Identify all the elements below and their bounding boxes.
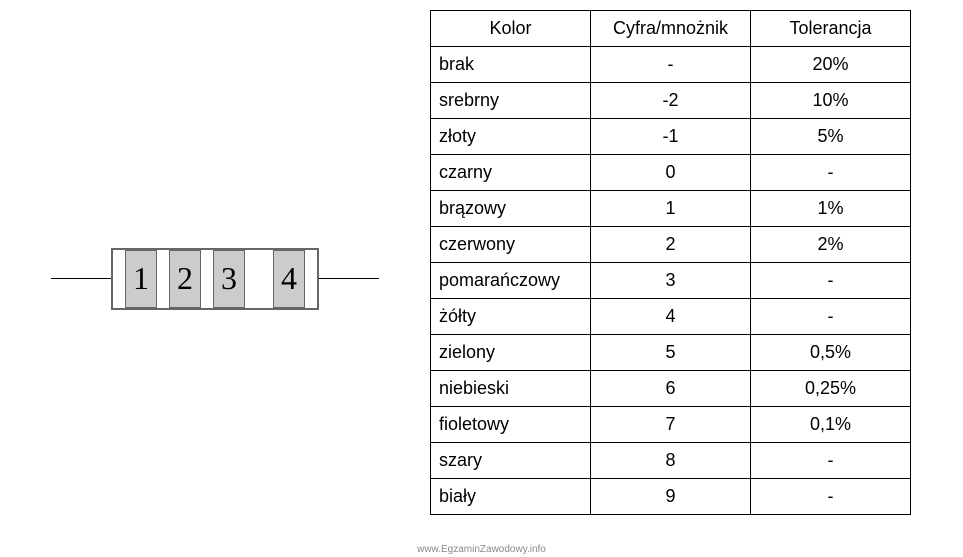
right-wire xyxy=(319,278,379,279)
table-row: brak - 20% xyxy=(431,47,911,83)
cell-tolerance: - xyxy=(751,479,911,515)
band-2: 2 xyxy=(169,250,201,308)
main-container: 1 2 3 4 Kolor Cyfra/mnożnik Tolerancja xyxy=(0,0,963,557)
cell-digit: 2 xyxy=(591,227,751,263)
cell-color: biały xyxy=(431,479,591,515)
cell-digit: 5 xyxy=(591,335,751,371)
cell-color: czarny xyxy=(431,155,591,191)
header-digit: Cyfra/mnożnik xyxy=(591,11,751,47)
color-code-table: Kolor Cyfra/mnożnik Tolerancja brak - 20… xyxy=(430,10,911,515)
table-row: czarny 0 - xyxy=(431,155,911,191)
cell-color: zielony xyxy=(431,335,591,371)
cell-digit: - xyxy=(591,47,751,83)
table-row: czerwony 2 2% xyxy=(431,227,911,263)
spacer xyxy=(157,250,169,308)
cell-digit: 6 xyxy=(591,371,751,407)
cell-digit: 1 xyxy=(591,191,751,227)
table-row: żółty 4 - xyxy=(431,299,911,335)
resistor-panel: 1 2 3 4 xyxy=(0,0,430,557)
cell-color: pomarańczowy xyxy=(431,263,591,299)
left-wire xyxy=(51,278,111,279)
cell-tolerance: - xyxy=(751,443,911,479)
table-row: złoty -1 5% xyxy=(431,119,911,155)
band-1: 1 xyxy=(125,250,157,308)
table-row: srebrny -2 10% xyxy=(431,83,911,119)
cell-tolerance: 2% xyxy=(751,227,911,263)
table-panel: Kolor Cyfra/mnożnik Tolerancja brak - 20… xyxy=(430,0,911,515)
cell-color: fioletowy xyxy=(431,407,591,443)
cell-digit: 3 xyxy=(591,263,751,299)
cell-digit: 8 xyxy=(591,443,751,479)
cell-color: żółty xyxy=(431,299,591,335)
cell-tolerance: - xyxy=(751,299,911,335)
cell-tolerance: 0,5% xyxy=(751,335,911,371)
resistor-wrapper: 1 2 3 4 xyxy=(51,248,379,310)
table-body: brak - 20% srebrny -2 10% złoty -1 5% cz… xyxy=(431,47,911,515)
band-3: 3 xyxy=(213,250,245,308)
cell-color: szary xyxy=(431,443,591,479)
cell-tolerance: - xyxy=(751,155,911,191)
cell-digit: 9 xyxy=(591,479,751,515)
table-row: niebieski 6 0,25% xyxy=(431,371,911,407)
table-row: szary 8 - xyxy=(431,443,911,479)
cell-color: srebrny xyxy=(431,83,591,119)
cell-tolerance: 0,1% xyxy=(751,407,911,443)
table-row: zielony 5 0,5% xyxy=(431,335,911,371)
cell-tolerance: 20% xyxy=(751,47,911,83)
cell-digit: -2 xyxy=(591,83,751,119)
cell-color: złoty xyxy=(431,119,591,155)
spacer xyxy=(201,250,213,308)
table-row: biały 9 - xyxy=(431,479,911,515)
header-color: Kolor xyxy=(431,11,591,47)
spacer-wide xyxy=(245,250,273,308)
header-tolerance: Tolerancja xyxy=(751,11,911,47)
cell-tolerance: - xyxy=(751,263,911,299)
cell-tolerance: 10% xyxy=(751,83,911,119)
cell-digit: 0 xyxy=(591,155,751,191)
footer-watermark: www.EgzaminZawodowy.info xyxy=(417,544,546,555)
cell-color: niebieski xyxy=(431,371,591,407)
resistor-body: 1 2 3 4 xyxy=(111,248,319,310)
table-row: brązowy 1 1% xyxy=(431,191,911,227)
cell-digit: 4 xyxy=(591,299,751,335)
band-4: 4 xyxy=(273,250,305,308)
cell-color: czerwony xyxy=(431,227,591,263)
cell-digit: 7 xyxy=(591,407,751,443)
cell-tolerance: 5% xyxy=(751,119,911,155)
cell-color: brak xyxy=(431,47,591,83)
cell-color: brązowy xyxy=(431,191,591,227)
table-header-row: Kolor Cyfra/mnożnik Tolerancja xyxy=(431,11,911,47)
cell-tolerance: 1% xyxy=(751,191,911,227)
cell-digit: -1 xyxy=(591,119,751,155)
spacer xyxy=(305,250,317,308)
table-row: pomarańczowy 3 - xyxy=(431,263,911,299)
spacer xyxy=(113,250,125,308)
cell-tolerance: 0,25% xyxy=(751,371,911,407)
table-row: fioletowy 7 0,1% xyxy=(431,407,911,443)
